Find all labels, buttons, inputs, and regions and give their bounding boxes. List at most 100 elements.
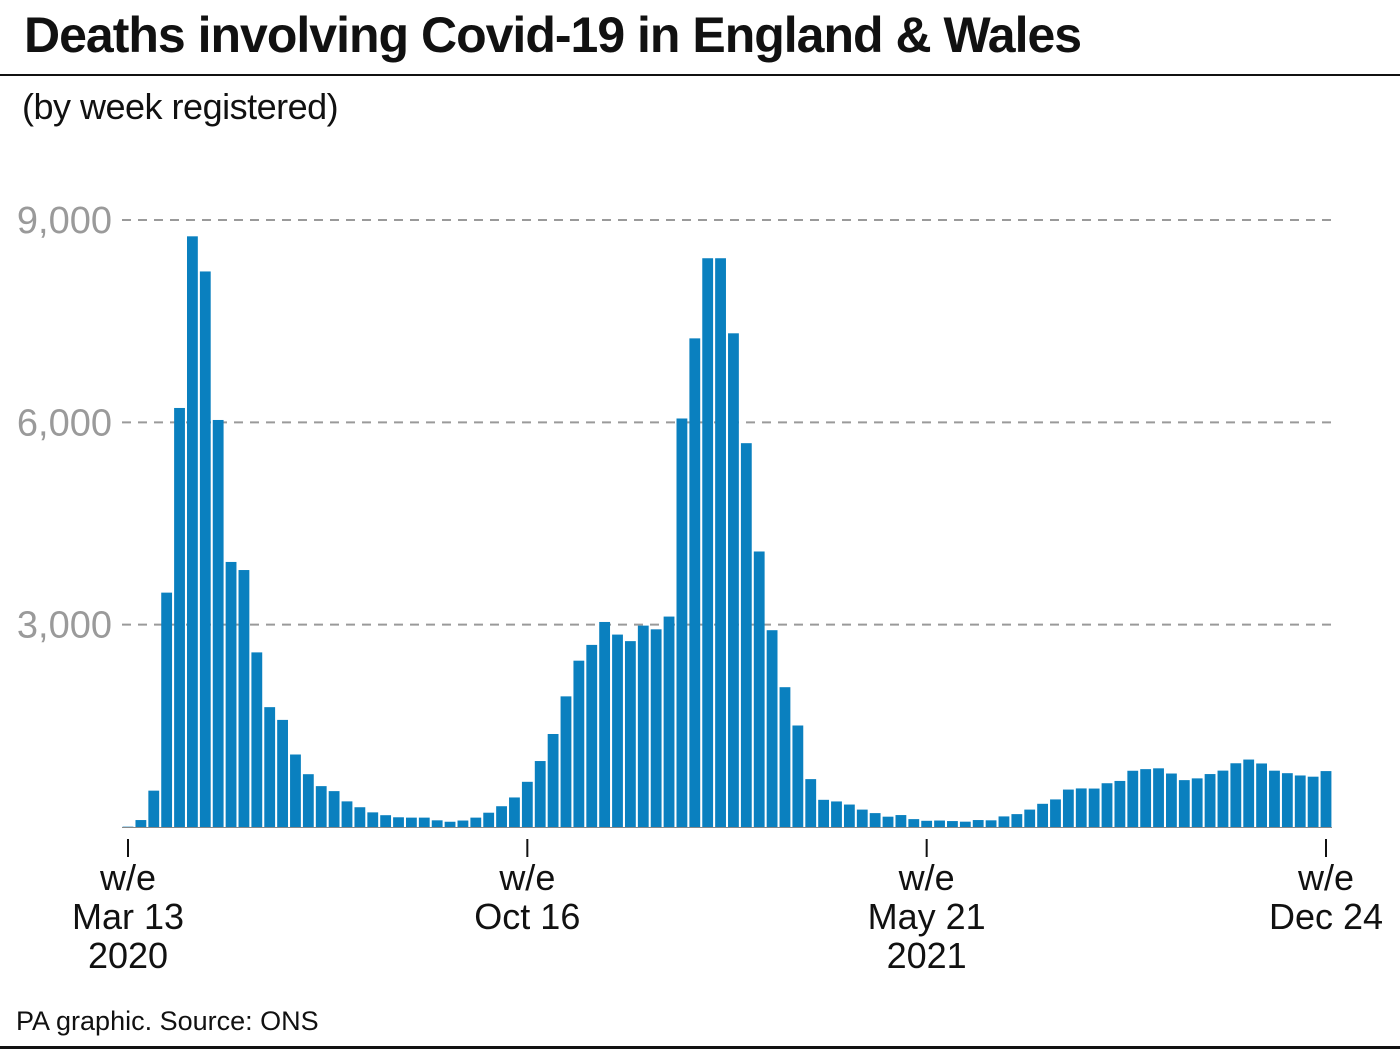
bar bbox=[1269, 770, 1280, 827]
bar bbox=[612, 634, 623, 827]
chart-title: Deaths involving Covid-19 in England & W… bbox=[24, 7, 1082, 63]
bar bbox=[174, 407, 185, 827]
bar bbox=[1178, 780, 1190, 827]
bar bbox=[431, 820, 443, 827]
bar bbox=[1294, 775, 1306, 827]
gridlines bbox=[122, 219, 1332, 626]
bar bbox=[1307, 776, 1319, 827]
x-tick-label: 2020 bbox=[88, 935, 168, 976]
bar bbox=[998, 816, 1010, 827]
bar bbox=[689, 338, 701, 827]
bar bbox=[161, 592, 173, 827]
bar bbox=[341, 801, 353, 827]
bottom-divider bbox=[0, 1046, 1400, 1049]
bar bbox=[753, 551, 765, 827]
bar bbox=[1217, 770, 1229, 827]
bar bbox=[1037, 803, 1049, 827]
bar bbox=[586, 644, 598, 827]
bar bbox=[302, 774, 314, 827]
x-axis bbox=[122, 827, 1332, 857]
bar bbox=[947, 821, 958, 827]
bar bbox=[135, 820, 147, 827]
bar bbox=[367, 812, 379, 827]
bar bbox=[534, 761, 546, 827]
bar bbox=[985, 820, 997, 827]
bar bbox=[1088, 788, 1100, 827]
bar bbox=[843, 804, 855, 827]
bar bbox=[818, 799, 830, 827]
bar bbox=[405, 817, 417, 827]
bar bbox=[1024, 809, 1036, 827]
bar bbox=[702, 258, 714, 828]
bar bbox=[509, 797, 520, 827]
bar bbox=[1140, 769, 1152, 827]
x-tick-label: w/e bbox=[898, 857, 955, 898]
bar bbox=[1256, 763, 1268, 827]
bar bbox=[934, 820, 945, 827]
bar bbox=[792, 725, 804, 827]
x-tick-label: w/e bbox=[99, 857, 156, 898]
title-divider bbox=[0, 74, 1400, 76]
bar bbox=[1281, 773, 1293, 827]
bar bbox=[315, 786, 327, 827]
bar bbox=[740, 443, 752, 827]
x-tick-label: 2021 bbox=[887, 935, 967, 976]
bar bbox=[637, 625, 649, 827]
y-tick-label: 9,000 bbox=[17, 200, 112, 242]
bar bbox=[212, 419, 224, 827]
bar bbox=[560, 696, 572, 827]
bar bbox=[1230, 763, 1242, 827]
source-credit: PA graphic. Source: ONS bbox=[16, 1006, 319, 1036]
bar bbox=[496, 806, 507, 827]
bar bbox=[354, 807, 366, 827]
bar bbox=[856, 809, 868, 827]
bar bbox=[393, 817, 404, 827]
bar bbox=[1101, 783, 1113, 827]
bar bbox=[676, 418, 688, 827]
bar bbox=[470, 817, 482, 827]
bar bbox=[1153, 768, 1164, 827]
bar bbox=[779, 687, 791, 827]
bar bbox=[199, 271, 211, 828]
bar bbox=[624, 641, 636, 827]
bar bbox=[148, 790, 160, 827]
bar bbox=[1166, 773, 1177, 827]
chart-subtitle: (by week registered) bbox=[22, 86, 339, 127]
x-tick-label: Dec 24 bbox=[1269, 896, 1383, 937]
bar bbox=[1050, 799, 1061, 827]
bar bbox=[663, 616, 675, 827]
bar bbox=[1062, 789, 1074, 827]
y-tick-label: 3,000 bbox=[17, 605, 112, 647]
bar bbox=[238, 570, 250, 827]
x-tick-label: Mar 13 bbox=[72, 896, 184, 937]
bar bbox=[831, 801, 842, 827]
bar bbox=[1127, 770, 1139, 827]
bar bbox=[483, 812, 495, 827]
bar bbox=[1011, 814, 1023, 827]
bar bbox=[264, 707, 276, 827]
bar bbox=[380, 815, 392, 827]
bar bbox=[895, 815, 907, 827]
y-tick-label: 6,000 bbox=[17, 402, 112, 444]
bar bbox=[1320, 771, 1332, 827]
x-tick-label: w/e bbox=[1297, 857, 1354, 898]
bar bbox=[599, 621, 611, 827]
bar bbox=[290, 754, 301, 827]
bar bbox=[882, 816, 894, 827]
bar bbox=[805, 779, 817, 827]
bar bbox=[972, 820, 984, 827]
bar bbox=[186, 236, 198, 828]
bar bbox=[328, 791, 340, 827]
bar bbox=[1243, 759, 1255, 827]
bar bbox=[457, 820, 469, 827]
bar bbox=[869, 813, 881, 827]
bar bbox=[444, 821, 456, 827]
bar bbox=[418, 817, 430, 827]
bar bbox=[959, 821, 971, 827]
bar bbox=[1075, 788, 1087, 827]
bar bbox=[521, 781, 533, 827]
bar bbox=[573, 660, 585, 827]
bar bbox=[921, 820, 933, 827]
